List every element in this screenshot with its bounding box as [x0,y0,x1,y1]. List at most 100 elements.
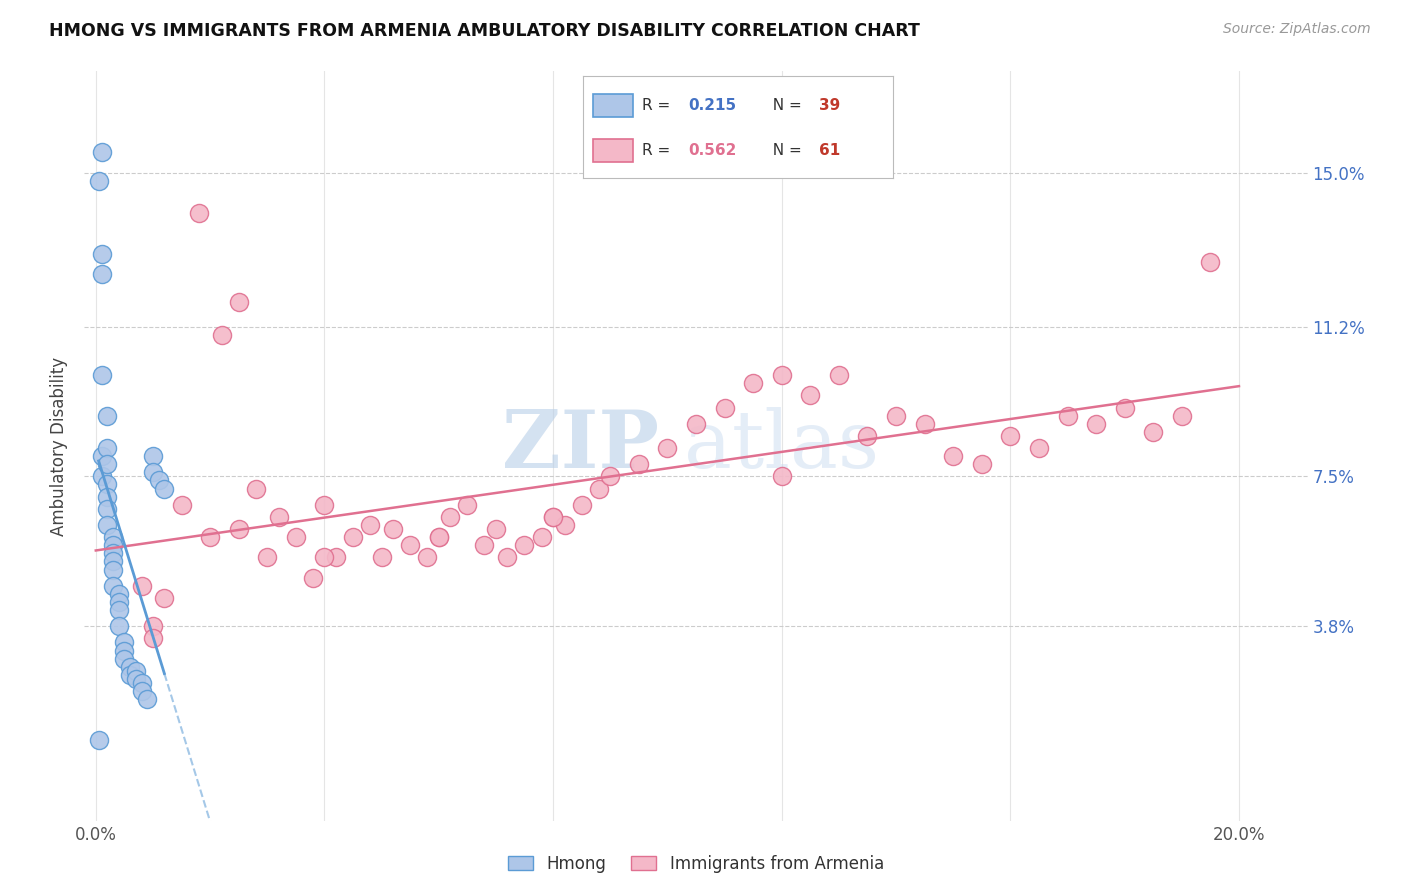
Point [713,401,735,415]
Point [107,619,129,633]
Text: Source: ZipAtlas.com: Source: ZipAtlas.com [1223,22,1371,37]
Point [107,595,129,609]
Point [142,632,165,646]
Point [314,498,336,512]
Point [153,591,176,605]
Point [571,498,593,512]
Point [107,587,129,601]
Point [120,668,142,682]
Point [770,368,793,383]
Point [325,550,347,565]
Point [125,664,148,678]
Point [382,522,405,536]
Point [416,550,439,565]
Text: HMONG VS IMMIGRANTS FROM ARMENIA AMBULATORY DISABILITY CORRELATION CHART: HMONG VS IMMIGRANTS FROM ARMENIA AMBULAT… [49,22,920,40]
Point [87,174,110,188]
Point [87,732,110,747]
Point [90,368,112,383]
Point [101,538,124,552]
Point [914,417,936,431]
Point [530,530,553,544]
Point [112,651,135,665]
Point [1114,401,1136,415]
Point [799,388,821,402]
Point [153,482,176,496]
Text: ZIP: ZIP [502,407,659,485]
Point [541,509,564,524]
Text: 39: 39 [818,98,839,113]
Point [513,538,536,552]
Point [96,490,118,504]
Point [90,145,112,160]
Point [342,530,364,544]
Point [228,295,250,310]
Point [96,477,118,491]
Point [142,619,165,633]
Point [474,538,496,552]
Point [90,469,112,483]
Point [120,659,142,673]
Point [101,530,124,544]
Point [101,579,124,593]
Point [553,518,575,533]
Point [142,449,165,463]
Point [770,469,793,483]
Bar [593,139,633,162]
Point [245,482,267,496]
Point [131,676,153,690]
Point [96,409,118,423]
Point [302,571,325,585]
Point [187,206,209,220]
Point [370,550,392,565]
Text: 61: 61 [818,144,839,158]
Text: N =: N = [763,98,807,113]
Point [96,457,118,471]
Point [856,429,879,443]
Point [228,522,250,536]
Point [1028,441,1050,455]
Point [399,538,422,552]
Point [742,376,765,391]
Point [685,417,707,431]
Point [427,530,450,544]
Point [456,498,478,512]
Point [131,684,153,698]
Point [90,246,112,260]
Text: N =: N = [763,144,807,158]
Point [170,498,193,512]
Point [588,482,610,496]
Point [657,441,679,455]
Text: 0.215: 0.215 [689,98,737,113]
Point [267,509,290,524]
Point [198,530,221,544]
Point [314,550,336,565]
Point [496,550,519,565]
Point [101,546,124,560]
Point [211,327,233,342]
Point [131,579,153,593]
Point [627,457,650,471]
Point [1056,409,1078,423]
Point [359,518,381,533]
Point [1000,429,1022,443]
Point [125,672,148,686]
Point [90,449,112,463]
Point [1199,254,1222,268]
Text: R =: R = [643,144,675,158]
Text: R =: R = [643,98,675,113]
Point [101,562,124,576]
Point [107,603,129,617]
Point [1085,417,1108,431]
Point [439,509,461,524]
Point [90,267,112,281]
Legend: Hmong, Immigrants from Armenia: Hmong, Immigrants from Armenia [502,848,890,880]
Point [541,509,564,524]
Point [284,530,307,544]
Text: 0.562: 0.562 [689,144,737,158]
Y-axis label: Ambulatory Disability: Ambulatory Disability [51,357,69,535]
Point [1142,425,1164,439]
Point [112,635,135,649]
Point [142,466,165,480]
Point [96,501,118,516]
Bar [593,95,633,117]
